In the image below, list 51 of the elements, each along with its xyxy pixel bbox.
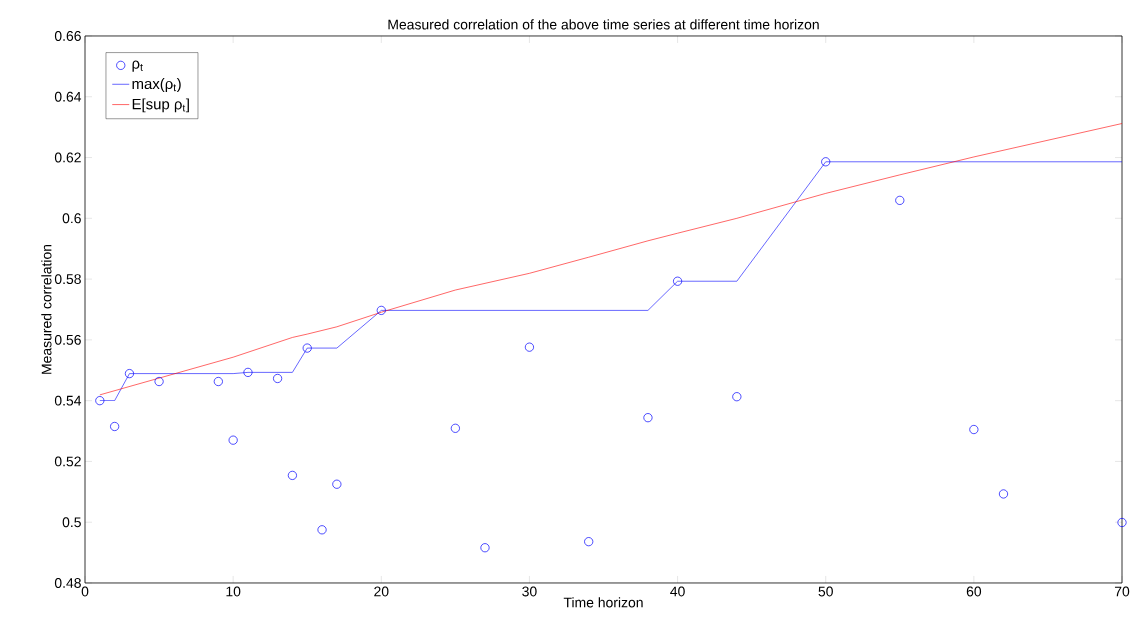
line-series (99, 161, 1122, 401)
x-tick-label: 70 (1114, 586, 1130, 597)
chart-title: Measured correlation of the above time series at different time horizon (388, 19, 819, 30)
x-tick-label: 30 (522, 586, 537, 597)
y-tick-label: 0.66 (54, 31, 81, 41)
point (998, 489, 1009, 499)
point (584, 537, 594, 547)
point (643, 413, 653, 423)
x-axis-title: Time horizon (563, 597, 643, 608)
point (110, 421, 120, 432)
point (95, 396, 105, 406)
point (969, 424, 979, 435)
point (332, 479, 342, 489)
point (450, 423, 460, 433)
point (524, 342, 534, 352)
y-tick-label: 0.56 (54, 334, 81, 345)
y-tick-label: 0.5 (62, 517, 81, 528)
y-tick-label: 0.54 (54, 395, 82, 406)
y-tick-label: 0.64 (54, 91, 82, 102)
x-tick-label: 20 (374, 586, 389, 597)
x-tick-label: 0 (81, 586, 89, 597)
y-axis-title: Measured correlation (41, 244, 52, 374)
y-tick-label: 0.58 (54, 274, 81, 285)
point (732, 392, 742, 402)
legend-label: E[sup ρ$_{t}$] (132, 98, 189, 113)
point (376, 305, 386, 315)
point (317, 525, 327, 535)
point (124, 369, 134, 379)
legend-label: ρ$_{t}$ (132, 60, 143, 72)
point (673, 276, 683, 286)
point (480, 543, 490, 553)
x-tick-label: 60 (966, 586, 982, 597)
point (287, 470, 297, 480)
y-tick-label: 0.6 (62, 213, 81, 224)
point (243, 367, 253, 377)
y-tick-label: 0.52 (54, 456, 81, 467)
x-tick-label: 50 (818, 586, 833, 597)
line-series (99, 123, 1122, 396)
point (821, 157, 831, 167)
y-tick-label: 0.48 (54, 578, 81, 588)
point (1117, 517, 1127, 528)
x-tick-label: 10 (226, 586, 241, 597)
point (302, 343, 312, 353)
point (895, 195, 905, 205)
point (213, 376, 223, 387)
x-tick-label: 40 (670, 586, 685, 597)
point (273, 373, 283, 383)
point (154, 376, 164, 387)
y-tick-label: 0.62 (54, 152, 81, 163)
legend-label: max(ρ$_{t}$) (132, 78, 181, 93)
point (228, 435, 238, 445)
